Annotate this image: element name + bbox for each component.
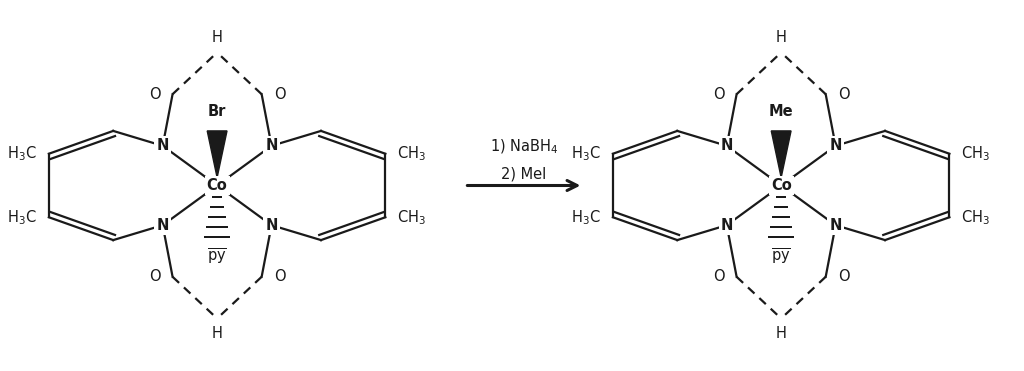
Text: O: O	[148, 269, 161, 284]
Text: O: O	[273, 269, 286, 284]
Text: O: O	[273, 87, 286, 102]
Text: N: N	[157, 138, 169, 153]
Text: N: N	[829, 218, 842, 233]
Text: $\overline{\mathrm{py}}$: $\overline{\mathrm{py}}$	[207, 247, 227, 267]
Text: Me: Me	[769, 104, 794, 119]
Text: N: N	[829, 138, 842, 153]
Text: 2) MeI: 2) MeI	[501, 166, 547, 181]
Text: $\overline{\mathrm{py}}$: $\overline{\mathrm{py}}$	[771, 247, 792, 267]
Polygon shape	[207, 131, 227, 178]
Text: Br: Br	[208, 104, 226, 119]
Text: H: H	[776, 30, 786, 45]
Text: O: O	[838, 269, 849, 284]
Polygon shape	[771, 131, 792, 178]
Text: N: N	[157, 218, 169, 233]
Text: CH$_3$: CH$_3$	[962, 208, 990, 227]
Text: H: H	[212, 326, 222, 341]
Text: H: H	[212, 30, 222, 45]
Text: Co: Co	[771, 178, 792, 193]
Text: 1) NaBH$_4$: 1) NaBH$_4$	[489, 138, 558, 156]
Text: N: N	[265, 218, 278, 233]
Text: CH$_3$: CH$_3$	[397, 144, 426, 163]
Text: N: N	[721, 218, 733, 233]
Text: CH$_3$: CH$_3$	[397, 208, 426, 227]
Text: H$_3$C: H$_3$C	[571, 208, 601, 227]
Text: N: N	[721, 138, 733, 153]
Text: H: H	[776, 326, 786, 341]
Text: CH$_3$: CH$_3$	[962, 144, 990, 163]
Text: H$_3$C: H$_3$C	[571, 144, 601, 163]
Text: H$_3$C: H$_3$C	[7, 208, 37, 227]
Text: O: O	[148, 87, 161, 102]
Text: O: O	[838, 87, 849, 102]
Text: N: N	[265, 138, 278, 153]
Text: Co: Co	[207, 178, 227, 193]
Text: H$_3$C: H$_3$C	[7, 144, 37, 163]
Text: O: O	[713, 87, 725, 102]
Text: O: O	[713, 269, 725, 284]
